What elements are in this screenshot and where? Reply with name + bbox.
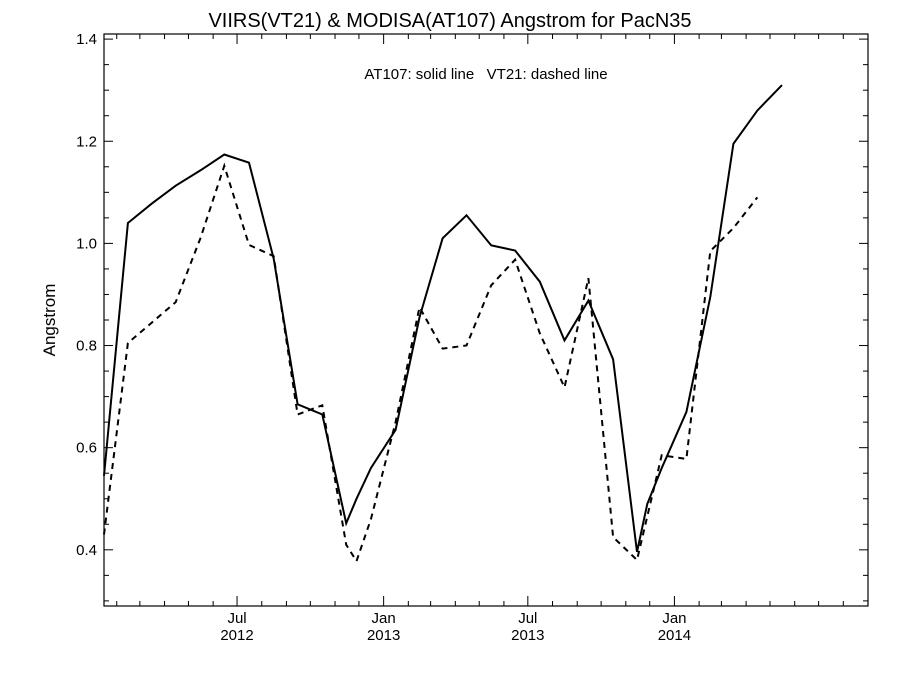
series-lines (103, 84, 783, 564)
y-tick-label: 0.8 (76, 338, 97, 355)
y-axis-ticks: 0.4 0.6 0.8 1.0 1.2 1.4 (76, 31, 868, 602)
plot-frame (103, 33, 869, 607)
x-tick-year: 2013 (511, 627, 544, 644)
x-tick-month: Jul (518, 610, 537, 627)
y-tick-label: 0.6 (76, 440, 97, 457)
x-tick-year: 2012 (220, 627, 253, 644)
x-tick-month: Jul (227, 610, 246, 627)
x-tick-month: Jan (662, 610, 686, 627)
series-line-at107 (103, 84, 783, 553)
chart-title: VIIRS(VT21) & MODISA(AT107) Angstrom for… (208, 10, 691, 32)
y-tick-label: 1.0 (76, 235, 97, 252)
series-line-vt21 (103, 162, 759, 564)
y-axis-label: Angstrom (40, 284, 59, 357)
legend-annotation: AT107: solid line VT21: dashed line (364, 66, 607, 83)
y-tick-label: 0.4 (76, 542, 97, 559)
x-tick-month: Jan (372, 610, 396, 627)
y-tick-label: 1.4 (76, 31, 97, 48)
x-tick-year: 2014 (658, 627, 691, 644)
x-tick-year: 2013 (367, 627, 400, 644)
y-tick-label: 1.2 (76, 133, 97, 150)
